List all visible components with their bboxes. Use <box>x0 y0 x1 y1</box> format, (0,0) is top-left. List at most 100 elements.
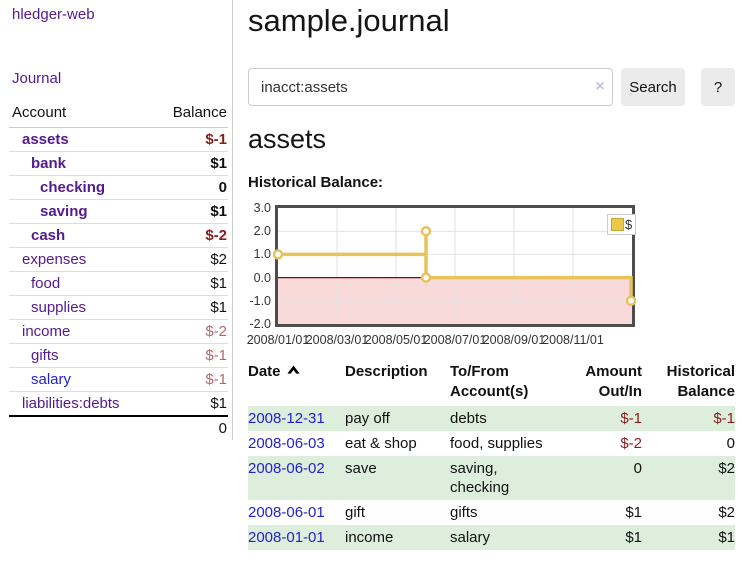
account-row-income: income $-2 <box>9 319 228 344</box>
search-bar: × Search ? <box>248 68 735 106</box>
transaction-balance: $1 <box>718 529 735 546</box>
sidebar: hledger-web Journal Account Balance asse… <box>0 0 233 582</box>
transaction-description: save <box>345 460 377 477</box>
transaction-description: income <box>345 529 394 546</box>
account-balance: $1 <box>152 391 228 416</box>
accounts-header-balance: Balance <box>152 100 228 128</box>
help-button[interactable]: ? <box>701 68 735 106</box>
account-link-cash[interactable]: cash <box>31 227 66 244</box>
account-link-salary[interactable]: salary <box>31 371 72 388</box>
column-header-tofrom: To/From Account(s) <box>450 363 529 400</box>
column-header-amount: Amount Out/In <box>585 363 642 400</box>
balance-series-line <box>278 231 633 301</box>
data-point-markers <box>272 225 637 307</box>
transaction-description: eat & shop <box>345 435 417 452</box>
account-balance: $1 <box>152 271 228 296</box>
sidebar-divider <box>232 0 233 440</box>
x-axis-tick: 2008/07/01 <box>423 333 487 347</box>
column-header-date[interactable]: Date <box>248 360 345 406</box>
column-header-balance: Historical Balance <box>666 363 735 400</box>
column-header-description: Description <box>345 363 428 380</box>
accounts-table: Account Balance assets $-1 bank $1 check… <box>9 100 228 440</box>
x-axis-tick: 2008/03/01 <box>305 333 369 347</box>
account-link-food[interactable]: food <box>31 275 61 292</box>
account-link-expenses[interactable]: expenses <box>22 251 87 268</box>
account-balance: $-2 <box>152 223 228 248</box>
search-button[interactable]: Search <box>621 68 685 106</box>
account-link-saving[interactable]: saving <box>40 203 88 220</box>
chart-legend: $ <box>607 214 637 235</box>
column-header-date-label: Date <box>248 363 281 380</box>
chart-canvas <box>272 208 637 324</box>
page-title: sample.journal <box>248 3 450 38</box>
account-link-income[interactable]: income <box>22 323 71 340</box>
transaction-balance: $2 <box>718 460 735 477</box>
sidebar-item-journal[interactable]: Journal <box>12 70 62 87</box>
account-link-bank[interactable]: bank <box>31 155 67 172</box>
chart-title: Historical Balance: <box>248 174 384 191</box>
account-row-saving: saving $1 <box>9 199 228 224</box>
accounts-total-row: 0 <box>9 415 228 440</box>
chart-plot-area: $ <box>272 205 637 327</box>
transaction-balance: $-1 <box>713 410 735 427</box>
y-axis-tick: -1.0 <box>249 294 271 308</box>
transaction-balance: $2 <box>718 504 735 521</box>
transaction-row: 2008-01-01 income salary $1 $1 <box>248 525 735 550</box>
account-link-gifts[interactable]: gifts <box>31 347 59 364</box>
x-axis-tick: 2008/09/01 <box>482 333 546 347</box>
account-balance: $2 <box>152 247 228 272</box>
transaction-amount: $1 <box>625 529 642 546</box>
account-row-food: food $1 <box>9 271 228 296</box>
transaction-date-link[interactable]: 2008-06-02 <box>248 460 325 477</box>
account-balance: $1 <box>152 151 228 176</box>
y-axis-tick: 3.0 <box>253 201 271 215</box>
transaction-row: 2008-06-02 save saving, checking 0 $2 <box>248 456 735 500</box>
transaction-row: 2008-06-03 eat & shop food, supplies $-2… <box>248 431 735 456</box>
x-axis-tick: 2008/11/01 <box>542 333 604 347</box>
account-balance: $-2 <box>152 319 228 344</box>
account-balance: $-1 <box>205 131 227 148</box>
transaction-amount: $-1 <box>620 410 642 427</box>
transaction-description: gift <box>345 504 366 521</box>
account-link-checking[interactable]: checking <box>40 179 106 196</box>
transaction-accounts: salary <box>450 529 491 546</box>
y-axis-tick: 0.0 <box>253 271 271 285</box>
account-row-checking: checking 0 <box>9 175 228 200</box>
legend-label: $ <box>625 217 633 232</box>
account-row-salary: salary $-1 <box>9 367 228 392</box>
search-input[interactable] <box>248 68 613 106</box>
accounts-header-account: Account <box>9 100 153 128</box>
account-balance: $1 <box>152 295 228 320</box>
transactions-header-row: Date Description To/From Account(s) Amou… <box>248 360 735 406</box>
brand-link[interactable]: hledger-web <box>12 6 95 23</box>
transaction-accounts: food, supplies <box>450 435 543 452</box>
y-axis-tick: 2.0 <box>253 224 271 238</box>
account-balance: 0 <box>152 175 228 200</box>
main-content: sample.journal × Search ? assets Histori… <box>247 0 735 582</box>
transaction-amount: $1 <box>625 504 642 521</box>
y-axis-tick: -2.0 <box>249 317 271 331</box>
transaction-accounts: saving, checking <box>450 460 510 496</box>
transactions-table: Date Description To/From Account(s) Amou… <box>248 360 735 550</box>
account-balance: $-1 <box>152 367 228 392</box>
transaction-date-link[interactable]: 2008-06-03 <box>248 435 325 452</box>
account-link-assets[interactable]: assets <box>22 131 69 148</box>
account-link-liabilities-debts[interactable]: liabilities:debts <box>22 395 120 412</box>
x-axis-tick: 2008/01/01 <box>246 333 310 347</box>
transaction-date-link[interactable]: 2008-12-31 <box>248 410 325 427</box>
transaction-date-link[interactable]: 2008-01-01 <box>248 529 325 546</box>
sort-ascending-icon <box>286 362 300 382</box>
clear-search-icon[interactable]: × <box>595 78 605 95</box>
transaction-amount: $-2 <box>620 435 642 452</box>
transaction-date-link[interactable]: 2008-06-01 <box>248 504 325 521</box>
account-row-expenses: expenses $2 <box>9 247 228 272</box>
y-axis-tick: 1.0 <box>253 247 271 261</box>
transaction-accounts: debts <box>450 410 487 427</box>
account-row-liabilities-debts: liabilities:debts $1 <box>9 391 228 416</box>
account-row-assets: assets $-1 <box>9 128 228 152</box>
account-balance: $-1 <box>152 343 228 368</box>
transaction-balance: 0 <box>726 435 735 452</box>
account-link-supplies[interactable]: supplies <box>31 299 87 316</box>
account-heading: assets <box>248 124 327 154</box>
